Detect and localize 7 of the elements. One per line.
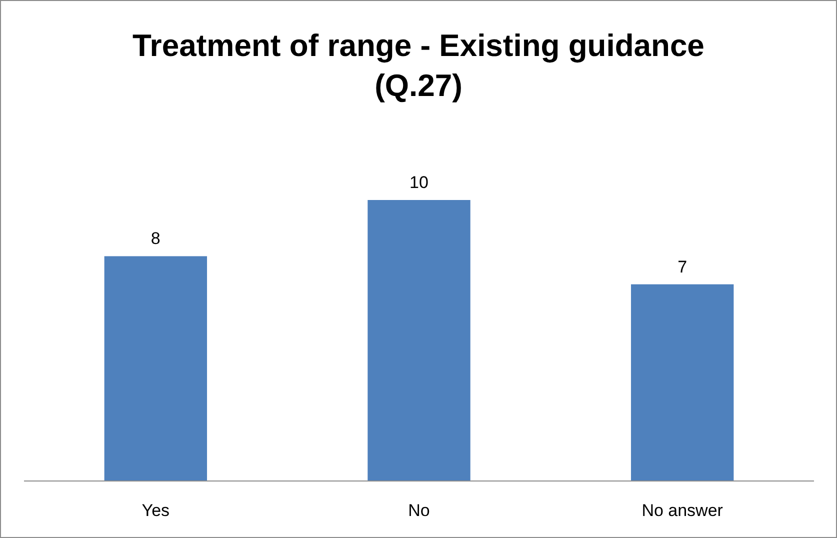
chart-title: Treatment of range - Existing guidance (Q.27) — [132, 28, 704, 103]
data-label: 10 — [410, 173, 428, 192]
x-tick-label: Yes — [142, 501, 170, 520]
x-tick-label: No answer — [642, 501, 724, 520]
x-tick-label: No — [408, 501, 430, 520]
data-label: 7 — [678, 257, 688, 276]
data-label: 8 — [150, 229, 160, 248]
